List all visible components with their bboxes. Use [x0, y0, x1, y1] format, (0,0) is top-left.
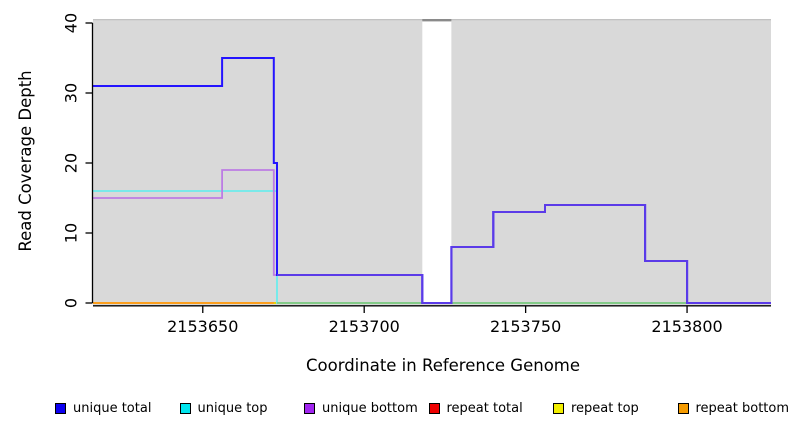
x-tick-label: 2153700 — [329, 317, 400, 336]
legend-label: unique total — [73, 400, 152, 416]
y-tick-label: 40 — [62, 13, 81, 33]
legend-label: repeat bottom — [695, 400, 790, 416]
x-axis-title: Coordinate in Reference Genome — [306, 356, 580, 375]
y-tick-label: 20 — [62, 153, 81, 173]
legend-swatch-unique-total — [55, 402, 66, 414]
masked-region — [422, 21, 452, 302]
legend-label: unique bottom — [322, 400, 418, 416]
legend-label: unique top — [197, 400, 268, 416]
x-tick-label: 2153750 — [490, 317, 561, 336]
y-tick-label: 30 — [62, 83, 81, 103]
legend-swatch-repeat-top — [553, 402, 564, 414]
legend-swatch-unique-top — [179, 402, 191, 414]
x-tick-label: 2153800 — [651, 317, 722, 336]
legend-label: repeat top — [571, 400, 639, 416]
legend: unique total unique top unique bottom repea… — [0, 397, 792, 425]
masked-region-cap — [422, 19, 452, 22]
legend-swatch-unique-bottom — [304, 402, 315, 414]
legend-item-repeat-bottom: repeat bottom — [677, 397, 790, 419]
legend-item-unique-total: unique total — [55, 397, 151, 419]
legend-item-repeat-top: repeat top — [553, 397, 639, 419]
x-tick-label: 2153650 — [167, 317, 238, 336]
y-tick-label: 0 — [62, 298, 81, 308]
y-axis-title: Read Coverage Depth — [16, 70, 35, 251]
legend-swatch-repeat-bottom — [677, 402, 689, 414]
legend-item-unique-top: unique top — [179, 397, 268, 419]
legend-swatch-repeat-total — [428, 402, 440, 414]
y-tick-label: 10 — [62, 223, 81, 243]
series-overlap-total-bottom — [277, 204, 771, 304]
legend-label: repeat total — [446, 400, 523, 416]
plot-render-root: 0 10 20 30 40 2153650 2153700 2153750 2153800 — [62, 13, 771, 336]
legend-item-repeat-total: repeat total — [428, 397, 523, 419]
legend-item-unique-bottom: unique bottom — [304, 397, 418, 419]
